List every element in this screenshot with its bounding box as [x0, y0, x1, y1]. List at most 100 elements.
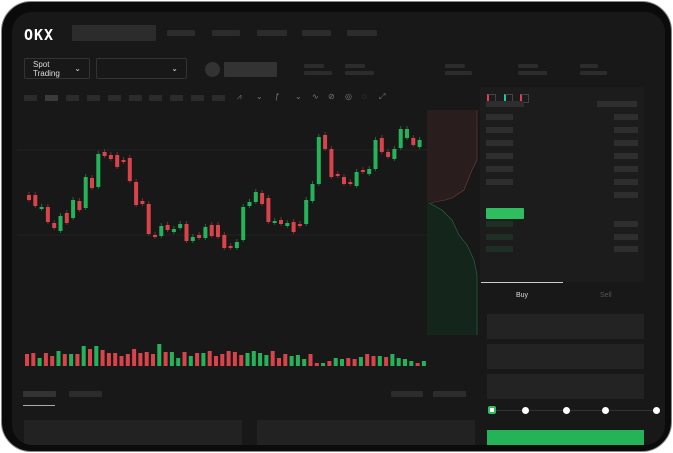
candle	[146, 204, 151, 234]
orderbook-price[interactable]	[486, 179, 513, 185]
interval-button[interactable]	[87, 95, 100, 101]
order-book	[480, 87, 644, 282]
percent-slider[interactable]	[492, 410, 657, 411]
candle	[354, 172, 359, 186]
bottom-action[interactable]	[391, 391, 423, 397]
volume-bar	[214, 356, 218, 366]
candle	[190, 237, 195, 241]
indicator-icon[interactable]: ⩘	[237, 92, 242, 101]
interval-button-active[interactable]	[45, 95, 58, 101]
volume-bar	[283, 354, 288, 366]
candle	[96, 154, 101, 187]
chart-type-icon[interactable]: ⌄	[256, 92, 263, 101]
slider-stop-75[interactable]	[602, 407, 609, 414]
candle	[222, 235, 227, 248]
candle	[392, 149, 397, 159]
volume-bar	[302, 359, 307, 366]
candle	[90, 178, 94, 188]
candle	[134, 182, 139, 205]
candle	[304, 200, 309, 224]
slider-handle[interactable]	[488, 406, 496, 414]
nav-item[interactable]	[212, 30, 240, 36]
interval-button[interactable]	[129, 95, 142, 101]
okx-logo: OKX	[24, 26, 55, 44]
candle	[329, 149, 334, 177]
volume-bar	[390, 354, 395, 366]
settings-icon[interactable]: ◎	[345, 92, 352, 101]
candle	[209, 225, 214, 236]
orderbook-price[interactable]	[486, 153, 513, 159]
orderbook-price[interactable]	[486, 101, 524, 107]
orderbook-price[interactable]	[486, 166, 513, 172]
orderbook-price[interactable]	[486, 114, 513, 120]
price-input[interactable]	[487, 314, 644, 339]
orderbook-price[interactable]	[486, 234, 513, 240]
orderbook-price[interactable]	[486, 221, 513, 227]
buy-button[interactable]	[487, 430, 644, 445]
interval-button[interactable]	[191, 95, 204, 101]
slider-stop-25[interactable]	[522, 407, 529, 414]
nav-item[interactable]	[167, 30, 195, 36]
candle	[27, 195, 31, 200]
candle	[367, 169, 372, 174]
volume-bar	[188, 356, 193, 366]
interval-button[interactable]	[212, 95, 225, 101]
orderbook-amount	[614, 153, 638, 159]
candle	[373, 140, 378, 169]
tab-open-orders[interactable]	[23, 391, 56, 397]
pair-dropdown[interactable]: ⌄	[96, 58, 187, 79]
candle	[386, 152, 391, 157]
fx-icon[interactable]: ƒ	[275, 92, 280, 101]
amount-input[interactable]	[487, 344, 644, 369]
chevron-down-icon[interactable]: ⌄	[295, 92, 302, 101]
candle	[398, 129, 403, 148]
volume-bar	[346, 358, 351, 366]
volume-bar	[144, 352, 149, 366]
tab-sell[interactable]: Sell	[600, 292, 612, 299]
orderbook-price[interactable]	[486, 127, 513, 133]
orderbook-amount	[614, 246, 638, 252]
candlestick-chart[interactable]	[12, 110, 482, 380]
volume-bar	[62, 354, 67, 366]
spot-trading-label: Spot Trading	[33, 59, 60, 78]
orderbook-price[interactable]	[486, 140, 513, 146]
fullscreen-icon[interactable]: ⤢	[379, 92, 386, 101]
candle	[297, 224, 302, 226]
tab-order-history[interactable]	[69, 391, 102, 397]
volume-bar	[138, 353, 143, 366]
bottom-action[interactable]	[433, 391, 466, 397]
interval-button[interactable]	[24, 95, 37, 101]
line-tool-icon[interactable]: ∿	[312, 92, 319, 101]
volume-bar	[113, 353, 118, 366]
search-placeholder[interactable]	[72, 25, 156, 41]
volume-bar	[106, 353, 111, 366]
orderbook-asks-icon[interactable]	[520, 94, 529, 103]
candle	[316, 137, 321, 184]
orderbook-price[interactable]	[486, 246, 513, 252]
volume-bar	[421, 361, 426, 366]
volume-bar	[384, 357, 389, 366]
nav-item[interactable]	[302, 30, 331, 36]
volume-bar	[251, 351, 256, 366]
interval-button[interactable]	[170, 95, 183, 101]
interval-button[interactable]	[66, 95, 79, 101]
tab-buy[interactable]: Buy	[516, 292, 529, 299]
candle	[405, 129, 409, 138]
draw-icon[interactable]: ⊘	[328, 92, 335, 101]
candle	[247, 202, 252, 206]
volume-bar	[43, 353, 48, 366]
interval-button[interactable]	[149, 95, 162, 101]
camera-icon[interactable]: ◌	[362, 92, 367, 101]
nav-item[interactable]	[257, 30, 287, 36]
slider-stop-100[interactable]	[653, 407, 660, 414]
spot-trading-select[interactable]: Spot Trading ⌄	[24, 58, 90, 79]
slider-stop-50[interactable]	[563, 407, 570, 414]
orderbook-amount	[614, 221, 638, 227]
nav-item[interactable]	[347, 30, 377, 36]
candle	[45, 207, 50, 222]
volume-bar	[88, 349, 92, 366]
interval-button[interactable]	[108, 95, 121, 101]
volume-bar	[132, 349, 137, 366]
orderbook-amount	[597, 101, 637, 107]
total-input[interactable]	[487, 374, 644, 399]
